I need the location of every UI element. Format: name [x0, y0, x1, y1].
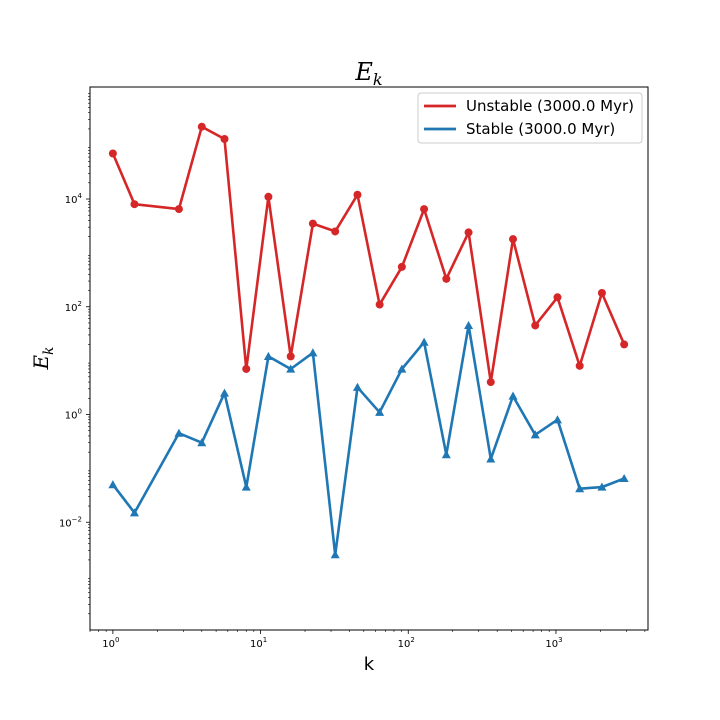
data-point-unstable [531, 321, 540, 330]
y-tick-label: 100 [65, 408, 82, 422]
y-tick-label: 102 [65, 300, 82, 314]
data-point-unstable [464, 228, 473, 237]
chart-title: Ek [354, 58, 382, 89]
data-point-unstable [174, 205, 183, 214]
data-point-unstable [575, 361, 584, 370]
data-point-unstable [420, 205, 429, 214]
data-point-unstable [509, 235, 518, 244]
data-point-stable [330, 550, 340, 559]
y-tick-label: 10−2 [59, 515, 82, 529]
data-point-stable [419, 337, 429, 346]
data-point-unstable [397, 262, 406, 271]
data-point-stable [552, 415, 562, 424]
data-point-stable [129, 508, 139, 517]
data-point-stable [441, 450, 451, 459]
data-point-unstable [486, 378, 495, 387]
data-point-unstable [242, 364, 251, 373]
data-point-stable [308, 348, 318, 357]
data-point-unstable [286, 352, 295, 361]
data-point-stable [464, 320, 474, 330]
data-point-stable [352, 382, 362, 391]
data-point-unstable [620, 340, 629, 349]
data-point-stable [375, 407, 385, 416]
data-point-stable [286, 364, 296, 373]
data-point-unstable [353, 190, 362, 199]
data-point-stable [174, 428, 184, 437]
data-point-stable [508, 391, 518, 400]
data-point-stable [220, 388, 230, 397]
legend [417, 92, 643, 144]
data-point-unstable [597, 289, 606, 298]
data-point-unstable [553, 293, 562, 302]
data-point-unstable [108, 149, 117, 158]
y-tick-label: 104 [65, 192, 83, 206]
data-point-stable [263, 351, 273, 360]
data-point-stable [530, 430, 540, 439]
x-tick-label: 100 [102, 636, 119, 650]
data-point-stable [241, 482, 251, 491]
y-axis-label: Ek [29, 346, 57, 370]
data-point-unstable [220, 135, 229, 144]
x-tick-label: 103 [545, 636, 562, 650]
data-point-unstable [331, 227, 340, 236]
data-point-stable [108, 480, 118, 489]
data-point-stable [486, 454, 496, 463]
data-point-stable [619, 473, 629, 483]
data-point-stable [397, 364, 407, 373]
data-point-unstable [375, 300, 384, 309]
axes-frame [89, 86, 649, 631]
data-point-unstable [264, 192, 273, 201]
x-axis-label: k [364, 654, 375, 675]
legend-label-stable: Stable (3000.0 Myr) [466, 120, 615, 138]
data-point-unstable [197, 122, 206, 131]
data-point-unstable [442, 274, 451, 283]
x-tick-label: 102 [398, 636, 415, 650]
data-point-unstable [130, 200, 139, 209]
data-point-unstable [308, 219, 317, 228]
data-point-stable [597, 482, 607, 491]
legend-label-unstable: Unstable (3000.0 Myr) [466, 97, 634, 115]
data-point-stable [197, 438, 207, 447]
data-point-stable [575, 484, 585, 493]
x-tick-label: 101 [250, 636, 267, 650]
plot-area: 100 101 102 103 10−2 100 102 104 Ek k Ek Unstable (… [29, 58, 649, 675]
